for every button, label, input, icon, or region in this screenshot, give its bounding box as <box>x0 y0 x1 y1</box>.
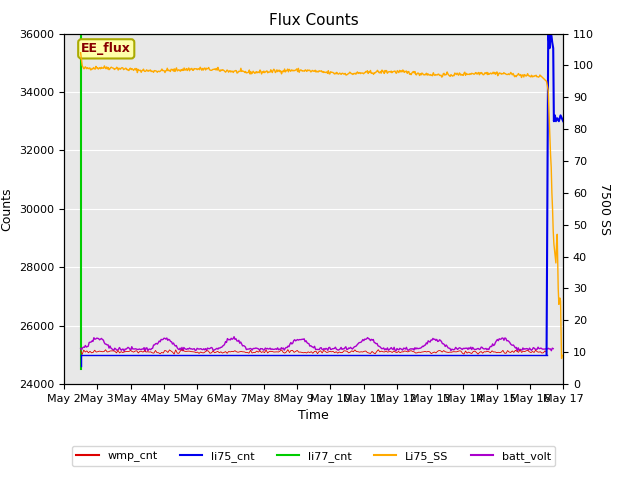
Y-axis label: Counts: Counts <box>1 187 13 230</box>
X-axis label: Time: Time <box>298 409 329 422</box>
Legend: wmp_cnt, li75_cnt, li77_cnt, Li75_SS, batt_volt: wmp_cnt, li75_cnt, li77_cnt, Li75_SS, ba… <box>72 446 556 466</box>
Text: EE_flux: EE_flux <box>81 42 131 55</box>
Title: Flux Counts: Flux Counts <box>269 13 358 28</box>
Y-axis label: 7500 SS: 7500 SS <box>598 183 611 235</box>
